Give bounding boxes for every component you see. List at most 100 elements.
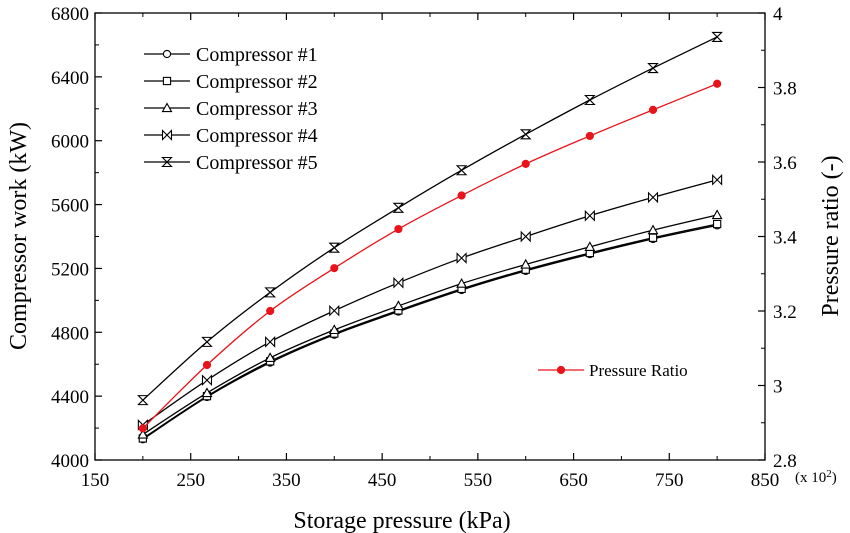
legend-label: Compressor #2 xyxy=(196,71,318,93)
marker-bowtie xyxy=(161,129,173,141)
y2-tick-label: 3.4 xyxy=(773,228,797,249)
marker-hourglass xyxy=(264,287,276,298)
marker-square xyxy=(648,233,658,242)
marker-triangle xyxy=(328,324,340,335)
marker-triangle xyxy=(584,241,596,252)
marker-hourglass xyxy=(161,156,173,168)
ratio-legend: Pressure Ratio xyxy=(538,361,688,380)
y2-tick-label: 3.8 xyxy=(773,79,797,100)
y2-axis-label: Pressure ratio (-) xyxy=(818,155,844,316)
y-tick-label: 4800 xyxy=(51,323,89,344)
marker-triangle xyxy=(647,224,659,235)
marker-dot xyxy=(585,131,594,141)
marker-hourglass xyxy=(392,202,405,213)
ratio-legend-label: Pressure Ratio xyxy=(589,361,688,380)
x-multiplier-close: ) xyxy=(832,470,837,486)
marker-triangle xyxy=(201,387,213,398)
series-line xyxy=(142,223,718,439)
x-axis-label: Storage pressure (kPa) xyxy=(293,508,510,533)
marker-dot xyxy=(394,224,403,234)
marker-square xyxy=(712,219,722,229)
series-pressure-ratio xyxy=(138,79,722,433)
marker-bowtie xyxy=(201,374,213,387)
y-tick-label: 6400 xyxy=(51,68,89,89)
marker-triangle xyxy=(711,209,723,220)
marker-bowtie xyxy=(329,304,340,317)
x-tick-label: 650 xyxy=(559,470,588,491)
marker-triangle xyxy=(456,277,468,288)
x-tick-label: 350 xyxy=(272,470,301,491)
marker-hourglass xyxy=(455,165,468,176)
series-compressor-2 xyxy=(138,219,722,443)
x-tick-label: 250 xyxy=(176,470,205,491)
legend-label: Compressor #4 xyxy=(196,125,318,147)
legend-label: Compressor #3 xyxy=(196,98,318,120)
y2-tick-label: 3.6 xyxy=(773,153,797,174)
y-tick-label: 5600 xyxy=(51,196,89,217)
series-compressor-5 xyxy=(137,31,723,406)
marker-triangle xyxy=(520,258,532,269)
series-compressor-4 xyxy=(137,173,723,431)
x-tick-label: 450 xyxy=(368,470,397,491)
series-layer xyxy=(137,31,723,444)
marker-square xyxy=(162,76,172,86)
marker-hourglass xyxy=(328,242,341,253)
marker-circle xyxy=(162,49,172,59)
y2-tick-label: 3 xyxy=(773,377,783,398)
marker-triangle xyxy=(137,428,149,439)
marker-dot xyxy=(713,79,722,88)
marker-bowtie xyxy=(647,191,659,204)
x-tick-label: 150 xyxy=(81,470,110,491)
marker-triangle xyxy=(264,352,276,362)
marker-dot xyxy=(266,306,275,316)
series-line xyxy=(142,36,718,401)
svg-text:(x 102): (x 102) xyxy=(795,468,837,486)
y-tick-label: 4400 xyxy=(51,387,89,408)
x-multiplier: (x 102) xyxy=(795,468,837,486)
marker-hourglass xyxy=(711,31,723,42)
y-tick-label: 4000 xyxy=(51,451,89,472)
series-line xyxy=(142,224,718,440)
y2-tick-label: 4 xyxy=(773,4,783,25)
marker-bowtie xyxy=(265,336,276,348)
y-tick-label: 6000 xyxy=(51,132,89,153)
y2-tick-label: 2.8 xyxy=(773,451,797,472)
series-line xyxy=(142,214,718,436)
y2-tick-label: 3.2 xyxy=(773,302,797,323)
marker-hourglass xyxy=(647,63,659,74)
marker-bowtie xyxy=(584,209,595,222)
y-tick-label: 6800 xyxy=(51,4,89,25)
y-axis-label: Compressor work (kW) xyxy=(6,122,32,350)
marker-bowtie xyxy=(456,252,467,264)
legend-label: Compressor #5 xyxy=(196,152,318,174)
marker-dot xyxy=(648,105,658,114)
marker-hourglass xyxy=(519,129,532,140)
series-line xyxy=(142,179,718,426)
series-compressor-3 xyxy=(137,209,723,439)
x-tick-label: 550 xyxy=(464,470,493,491)
series-line xyxy=(142,83,718,429)
marker-hourglass xyxy=(584,94,596,106)
marker-dot xyxy=(457,191,466,200)
marker-hourglass xyxy=(137,395,149,406)
marker-triangle xyxy=(161,102,173,113)
marker-dot xyxy=(556,365,566,375)
x-multiplier-exp: 2 xyxy=(826,468,832,480)
marker-hourglass xyxy=(201,336,213,347)
legend: Compressor #1 Compressor #2 Compressor #3 C… xyxy=(144,44,318,174)
x-tick-label: 850 xyxy=(751,470,780,491)
series-compressor-1 xyxy=(138,221,722,444)
marker-bowtie xyxy=(393,276,404,289)
legend-label: Compressor #1 xyxy=(196,44,318,66)
x-tick-label: 750 xyxy=(655,470,684,491)
x-multiplier-prefix: (x 10 xyxy=(795,470,826,486)
marker-dot xyxy=(330,264,339,273)
y-tick-label: 5200 xyxy=(51,259,89,280)
marker-triangle xyxy=(392,300,404,311)
axes: 150 250 350 450 550 650 750 850 4000 4400 4800 5200… xyxy=(51,4,797,491)
marker-bowtie xyxy=(520,230,531,243)
marker-bowtie xyxy=(712,173,723,186)
marker-dot xyxy=(138,424,147,433)
marker-dot xyxy=(521,159,530,168)
